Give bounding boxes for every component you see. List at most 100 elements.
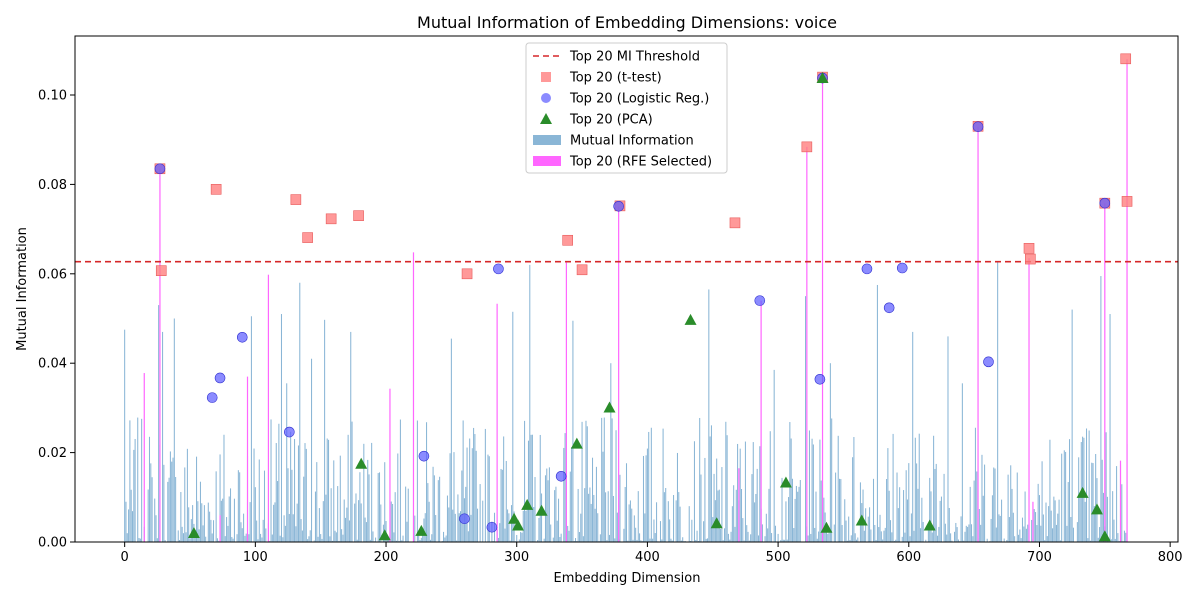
mi-bar [678, 492, 680, 542]
mi-bar [965, 525, 967, 542]
mi-bar [680, 540, 682, 542]
rfe-bar [267, 274, 270, 542]
mi-bar [552, 537, 554, 542]
mi-bar [730, 531, 732, 542]
mi-bar [667, 501, 669, 542]
mi-bar [539, 434, 541, 542]
mi-bar [1010, 465, 1012, 542]
mi-bar [857, 537, 859, 542]
mi-bar [322, 501, 324, 542]
mi-bar [568, 530, 570, 542]
mi-bar [849, 540, 851, 542]
mi-bar [223, 434, 225, 542]
mi-bar [768, 488, 770, 542]
mi-bar [326, 438, 328, 542]
mi-bar [371, 442, 373, 542]
mi-bar [593, 494, 595, 542]
mi-bar [693, 441, 695, 542]
mi-bar [1085, 428, 1088, 542]
x-tick-label: 200 [374, 550, 399, 565]
mi-bar [912, 331, 914, 542]
mi-bar [318, 508, 320, 542]
y-axis-ticks: 0.00 0.02 0.04 0.06 0.08 0.10 [38, 89, 75, 551]
mi-bar [933, 435, 935, 542]
legend-mi-swatch [533, 135, 561, 145]
mi-bar [614, 538, 616, 542]
mi-bar [742, 518, 744, 542]
mi-bar [819, 439, 821, 542]
mi-bar [131, 511, 134, 542]
mi-bar [786, 539, 788, 542]
mi-bar [869, 507, 871, 542]
pca-point [820, 521, 833, 533]
mi-bar [1084, 501, 1086, 542]
mi-bar [853, 437, 855, 542]
mi-bar [974, 427, 976, 542]
mi-bar [429, 539, 431, 542]
mi-bar [960, 516, 962, 542]
mi-bar [563, 447, 565, 542]
mi-bar [794, 498, 796, 542]
mi-bar [976, 471, 978, 542]
mi-bar [526, 504, 528, 542]
mi-bar [639, 533, 641, 542]
mi-bar [283, 515, 285, 542]
mi-bar [418, 532, 420, 542]
mi-bar [831, 418, 833, 542]
mi-bar [970, 524, 973, 542]
mi-bar [973, 480, 975, 542]
mi-bar [1003, 538, 1005, 542]
mi-bar [721, 467, 723, 542]
mi-bar [346, 507, 348, 542]
mi-bar [1020, 538, 1022, 542]
mi-bar [154, 498, 156, 542]
mi-bar [507, 509, 509, 542]
x-tick-label: 100 [243, 550, 268, 565]
mi-bar [748, 540, 750, 542]
mutual-information-bars [124, 261, 1128, 542]
mi-bar [337, 486, 339, 542]
mi-bar [691, 519, 693, 542]
legend-label: Top 20 (Logistic Reg.) [569, 92, 709, 107]
mi-bar [740, 489, 743, 542]
mi-bar [816, 538, 818, 542]
mi-bar [466, 447, 468, 542]
mi-bar [240, 522, 242, 542]
mi-bar [499, 523, 501, 542]
mi-bar [820, 480, 822, 542]
rfe-bar [618, 206, 620, 542]
mi-bar [241, 528, 243, 542]
mi-bar [854, 533, 856, 542]
mi-bar [350, 331, 352, 542]
mi-bar [627, 540, 629, 542]
mi-bar [509, 540, 511, 542]
mi-bar [649, 538, 651, 542]
mi-bar [134, 438, 136, 542]
mi-bar [635, 527, 637, 542]
legend-label: Top 20 (t-test) [569, 71, 662, 86]
mi-bar [594, 508, 596, 542]
mi-bar [222, 498, 224, 542]
mi-bar [261, 537, 263, 542]
mi-bar [1037, 483, 1039, 542]
mi-bar [896, 472, 898, 542]
mi-bar [215, 471, 217, 542]
mi-bar [922, 522, 924, 542]
mi-bar [727, 533, 729, 542]
mi-bar [482, 500, 484, 542]
mi-bar [997, 261, 999, 542]
mi-bar [1087, 538, 1089, 542]
pca-point [415, 524, 428, 536]
x-axis-label: Embedding Dimension [554, 571, 701, 586]
mi-bar [581, 421, 583, 542]
mi-bar [644, 513, 646, 542]
mi-bar [978, 509, 980, 542]
mi-bar [454, 513, 456, 542]
mi-bar [380, 504, 382, 542]
mi-bar [901, 536, 903, 542]
mi-bar [297, 445, 299, 542]
mi-bar [265, 528, 267, 542]
mi-bar [1052, 528, 1054, 542]
mi-bar [487, 454, 489, 542]
mi-bar [862, 489, 864, 542]
